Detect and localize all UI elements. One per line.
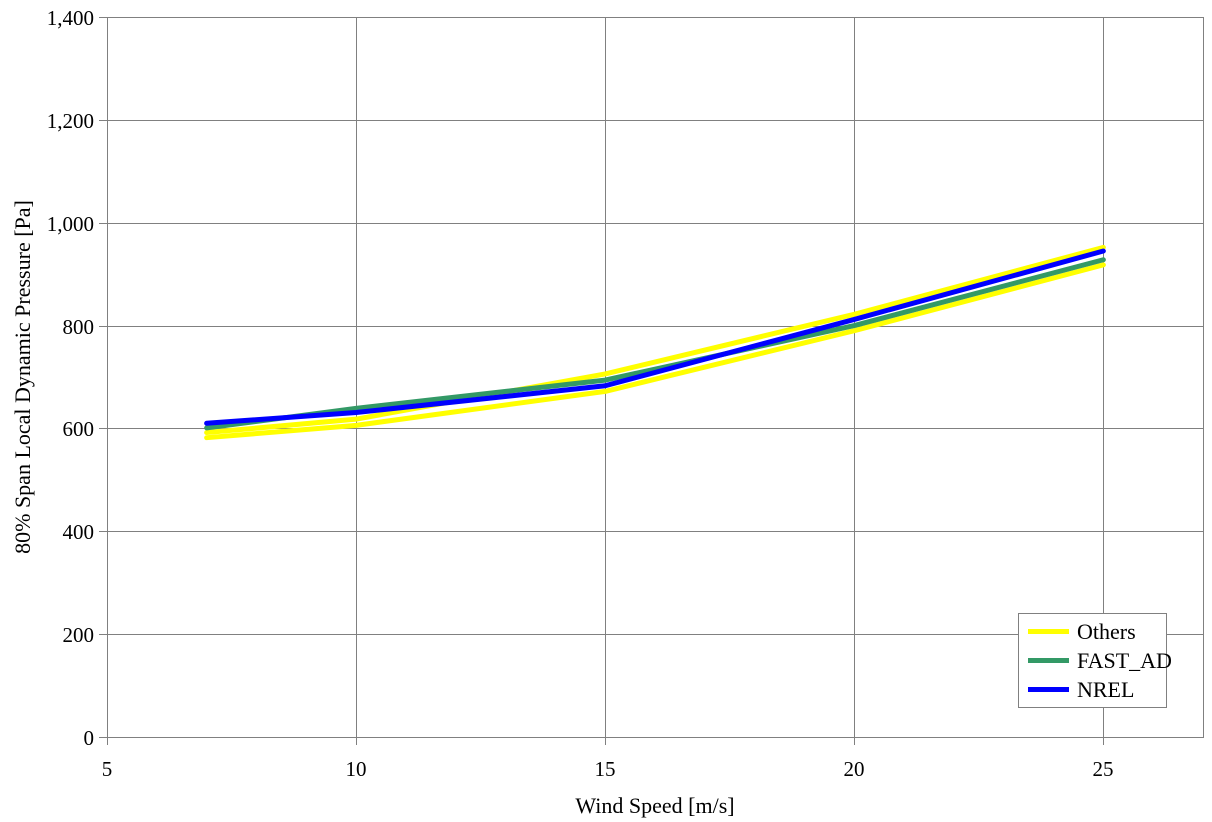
others-line-swatch — [1028, 629, 1069, 634]
y-tick-label: 200 — [63, 623, 95, 647]
legend-label-fast-ad: FAST_AD — [1077, 647, 1172, 673]
series-line-others — [204, 262, 1106, 441]
legend-item: Others — [1019, 618, 1166, 644]
y-tick-label: 0 — [84, 726, 95, 750]
y-tick-label: 800 — [63, 315, 95, 339]
series-line-others — [204, 244, 1106, 436]
plot-frame — [107, 17, 1204, 738]
legend-item: FAST_AD — [1019, 649, 1172, 672]
y-axis-title: 80% Span Local Dynamic Pressure [Pa] — [10, 200, 35, 554]
y-tick-label: 1,000 — [47, 212, 94, 236]
fast-ad-line-swatch — [1028, 658, 1069, 663]
x-tick-label: 10 — [346, 757, 367, 781]
nrel-line-swatch — [1028, 687, 1069, 692]
y-tick-label: 400 — [63, 520, 95, 544]
legend-label-nrel: NREL — [1077, 676, 1135, 702]
legend: Others FAST_AD NREL — [1018, 613, 1172, 708]
x-tick-label: 25 — [1093, 757, 1114, 781]
y-tick-label: 1,400 — [47, 6, 94, 30]
x-axis-title: Wind Speed [m/s] — [575, 793, 735, 818]
y-tick-label: 600 — [63, 417, 95, 441]
x-tick-label: 5 — [102, 757, 113, 781]
y-tick-label: 1,200 — [47, 109, 94, 133]
legend-label-others: Others — [1077, 618, 1136, 644]
x-tick-label: 15 — [595, 757, 616, 781]
series-line-nrel — [204, 248, 1106, 426]
x-tick-label: 20 — [844, 757, 865, 781]
legend-item: NREL — [1019, 676, 1166, 702]
